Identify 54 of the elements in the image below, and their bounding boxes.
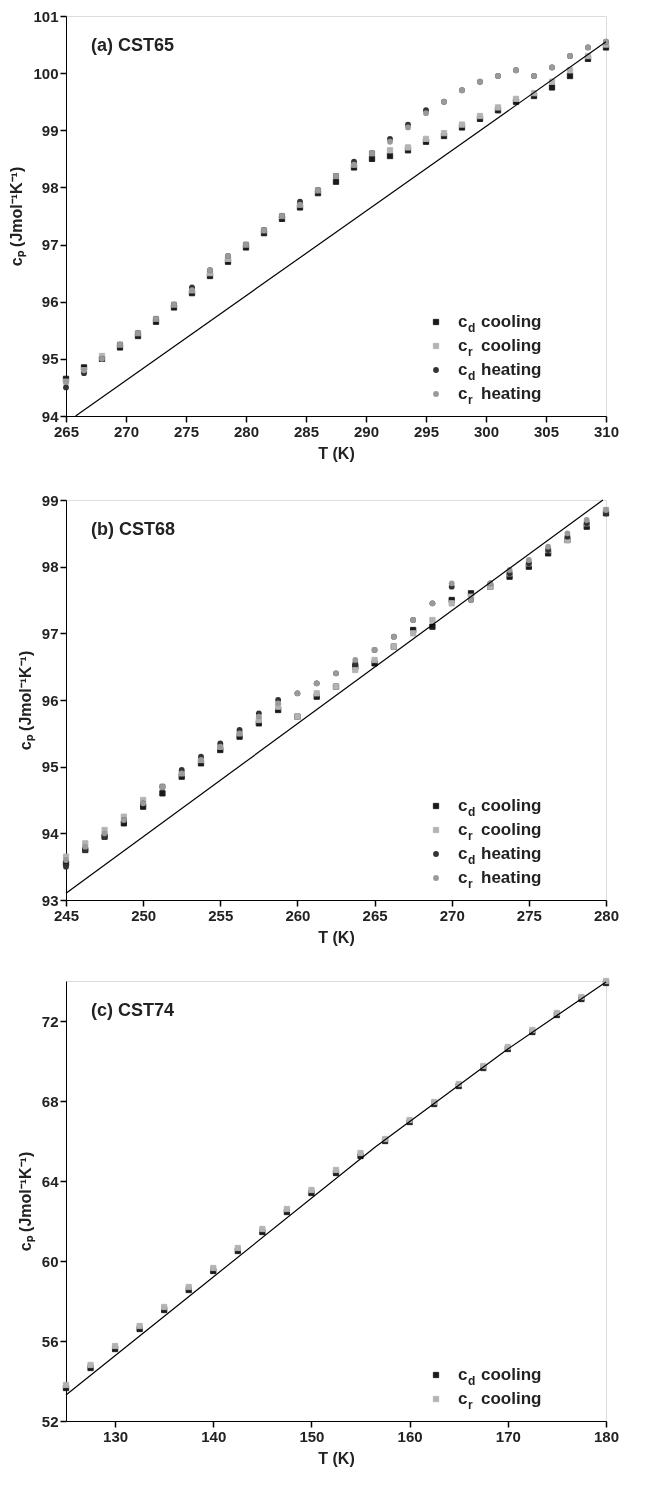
text: (c) CST74 [91, 1000, 175, 1020]
y-tick-label: 101 [33, 7, 59, 25]
text: (a) CST65 [91, 35, 175, 55]
x-tick-label: 150 [299, 1427, 325, 1445]
x-tick-label: 275 [516, 906, 542, 924]
text: (b) CST68 [91, 519, 176, 539]
x-tick-label: 290 [353, 422, 380, 440]
x-tick-label: 255 [208, 906, 234, 924]
y-tick-label: 97 [41, 236, 59, 254]
x-tick-label: 140 [201, 1427, 227, 1445]
y-tick-label: 68 [41, 1092, 59, 1110]
y-tick-label: 96 [41, 691, 59, 709]
x-tick-label: 280 [593, 906, 620, 924]
x-tick-label: 270 [113, 422, 140, 440]
x-tick-label: 305 [533, 422, 560, 440]
y-tick-label: 98 [41, 178, 59, 196]
y-tick-label: 95 [41, 758, 59, 776]
y-tick-label: 98 [41, 558, 59, 576]
x-tick-label: 250 [131, 906, 157, 924]
x-tick-label: 265 [53, 422, 80, 440]
y-tick-label: 93 [41, 891, 59, 909]
x-axis-title: T (K) [318, 928, 355, 946]
x-tick-label: 245 [53, 906, 80, 924]
x-tick-label: 280 [233, 422, 260, 440]
x-tick-label: 275 [173, 422, 200, 440]
y-tick-label: 95 [41, 350, 59, 368]
x-tick-label: 180 [593, 1427, 620, 1445]
y-axis-title: cₚ (Jmol⁻¹K⁻¹) [16, 650, 36, 751]
y-tick-label: 72 [41, 1012, 59, 1030]
x-tick-label: 300 [473, 422, 500, 440]
y-tick-label: 60 [41, 1252, 59, 1270]
y-tick-label: 94 [41, 824, 60, 842]
y-tick-label: 99 [41, 121, 59, 139]
y-axis-title: cₚ (Jmol⁻¹K⁻¹) [16, 1151, 36, 1252]
x-tick-label: 310 [593, 422, 620, 440]
x-tick-label: 160 [397, 1427, 423, 1445]
y-tick-label: 94 [41, 407, 60, 425]
x-tick-label: 260 [285, 906, 311, 924]
x-tick-label: 285 [293, 422, 320, 440]
x-tick-label: 295 [413, 422, 440, 440]
y-axis-title: cₚ (Jmol⁻¹K⁻¹) [8, 166, 28, 267]
y-tick-label: 56 [41, 1332, 59, 1350]
x-tick-label: 170 [495, 1427, 521, 1445]
x-tick-label: 130 [103, 1427, 129, 1445]
x-tick-label: 270 [439, 906, 465, 924]
x-axis-title: T (K) [318, 444, 355, 462]
y-tick-label: 99 [41, 491, 59, 509]
y-tick-label: 96 [41, 293, 59, 311]
y-tick-label: 97 [41, 624, 59, 642]
y-tick-label: 64 [41, 1172, 60, 1190]
y-tick-label: 52 [41, 1412, 59, 1430]
x-axis-title: T (K) [318, 1449, 355, 1467]
x-tick-label: 265 [362, 906, 388, 924]
y-tick-label: 100 [33, 64, 59, 82]
